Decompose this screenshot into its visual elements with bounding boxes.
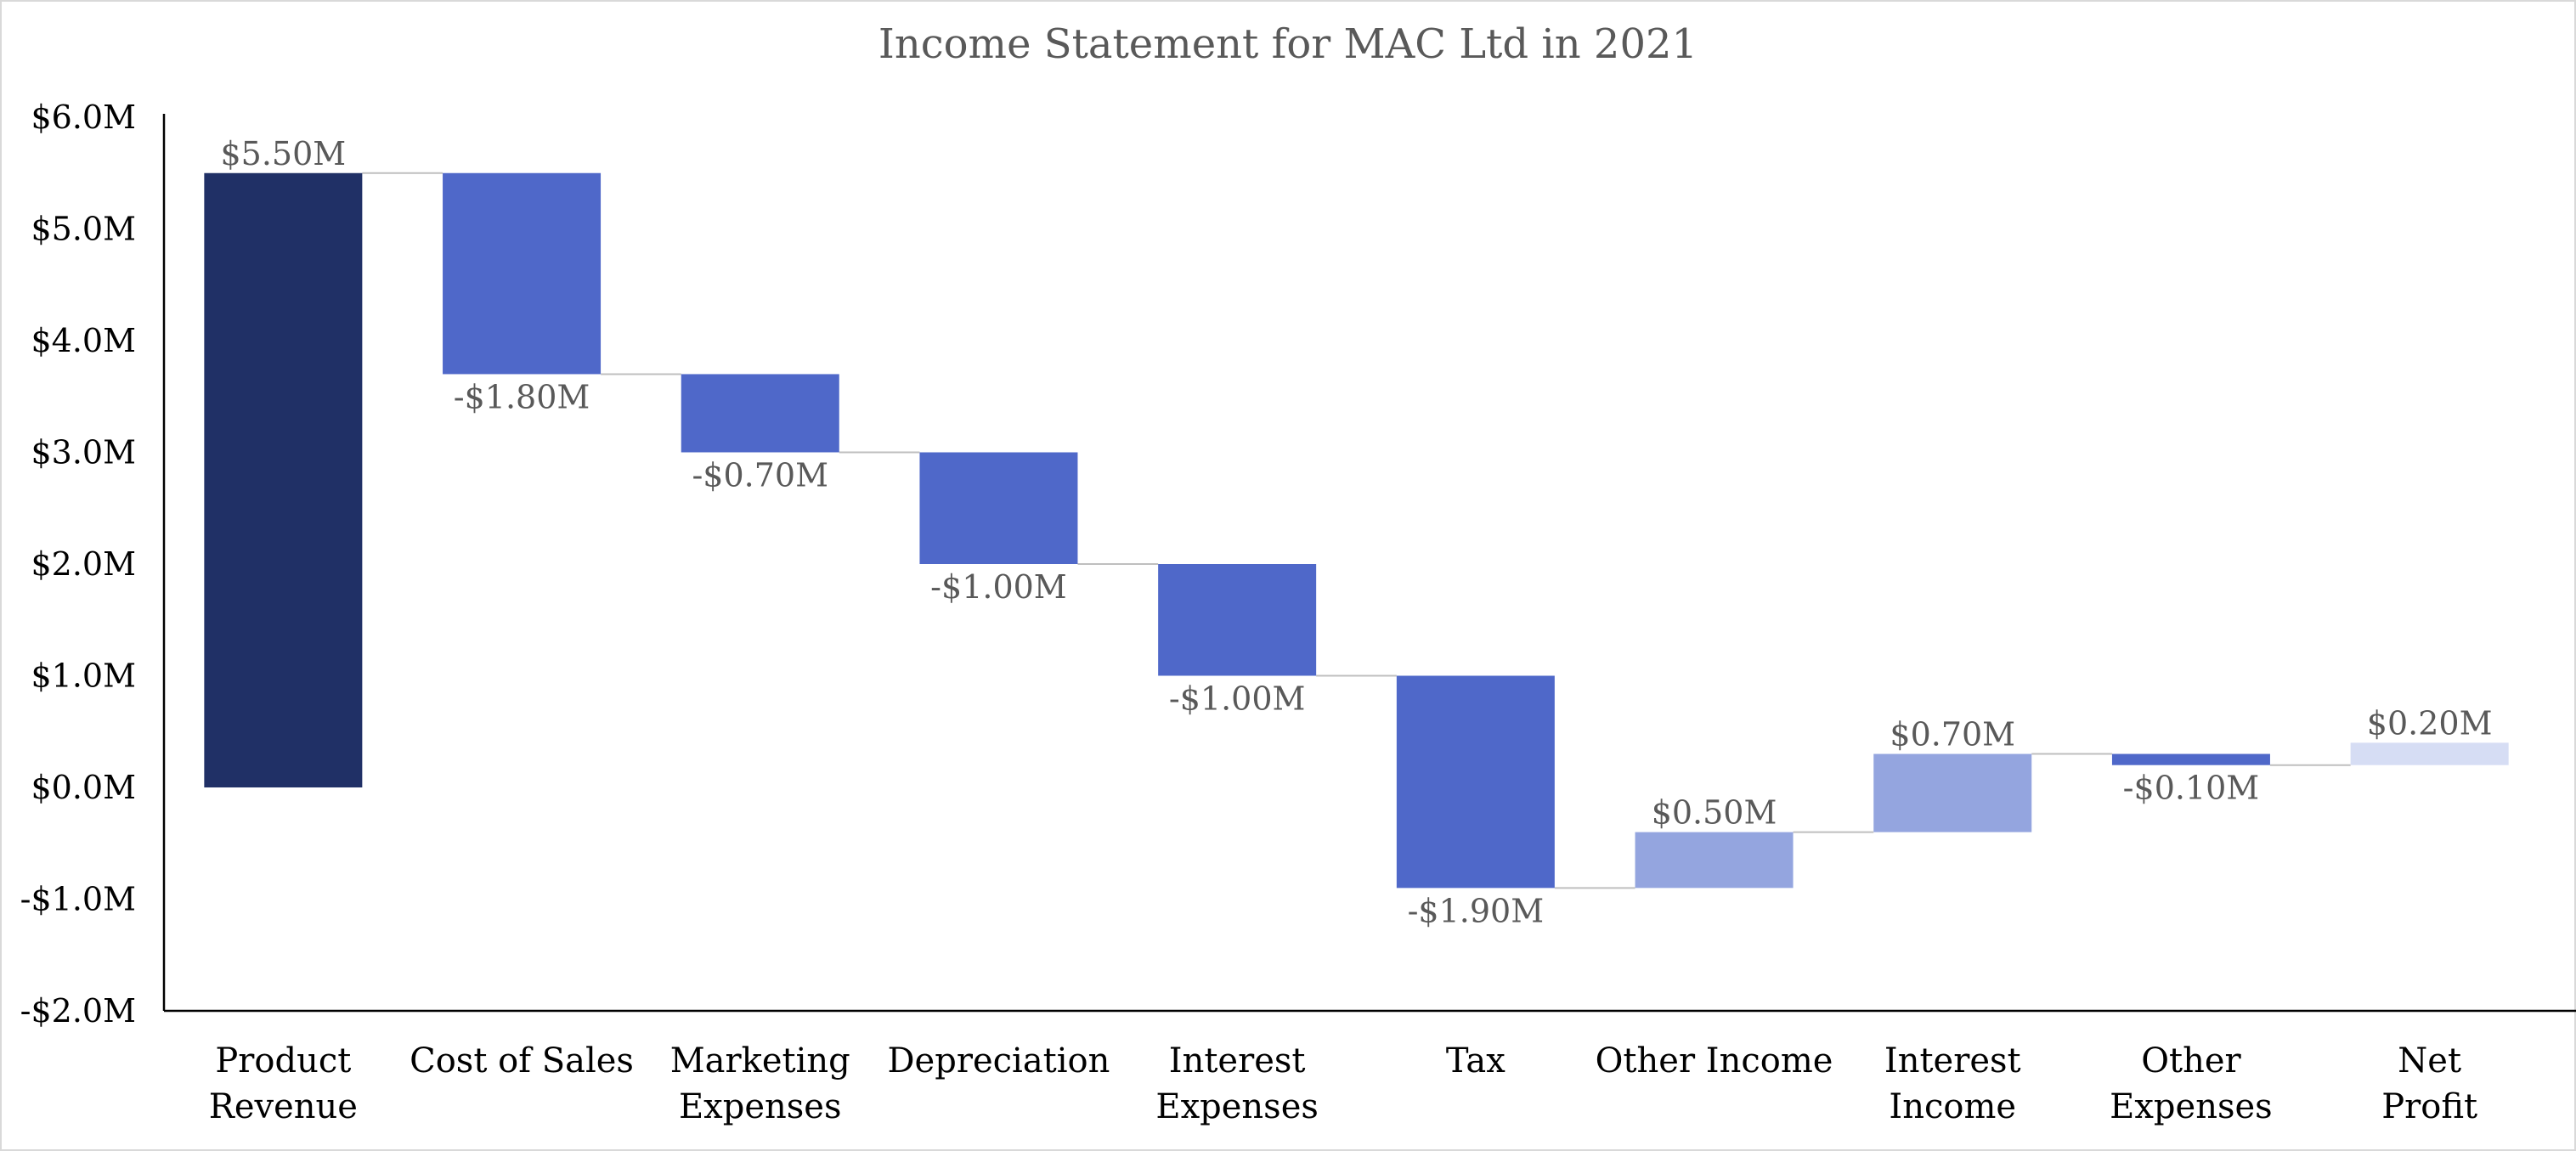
category-label-line: Cost of Sales [410, 1041, 634, 1080]
data-label: $0.20M [2367, 704, 2493, 742]
data-label: -$1.00M [930, 568, 1067, 606]
bar-decrease [919, 452, 1078, 564]
x-axis-category-labels: Product Revenue Cost of Sales Marketing Expe… [209, 1041, 2477, 1126]
bar-decrease [681, 374, 839, 453]
category-label: Tax [1446, 1041, 1505, 1080]
axes [162, 114, 2576, 1013]
y-tick-label: $0.0M [31, 769, 136, 806]
category-label: Marketing Expenses [670, 1041, 850, 1126]
category-label-line: Expenses [2110, 1087, 2273, 1126]
y-tick-label: $4.0M [31, 322, 136, 359]
category-label: Other Expenses [2110, 1041, 2273, 1126]
y-axis-tick-labels: $6.0M $5.0M $4.0M $3.0M $2.0M $1.0M $0.0M -$1.0… [20, 99, 136, 1030]
data-label: $0.70M [1890, 716, 2015, 753]
category-label-line: Interest [1884, 1041, 2021, 1080]
data-label: $5.50M [220, 135, 346, 172]
category-label: Product Revenue [209, 1041, 358, 1126]
y-tick-label: -$2.0M [20, 992, 136, 1030]
y-tick-label: $3.0M [31, 434, 136, 471]
category-label: Interest Income [1884, 1041, 2021, 1126]
category-label-line: Income [1889, 1087, 2016, 1126]
category-label-line: Product [215, 1041, 351, 1080]
bar-start [204, 172, 363, 787]
category-label: Other Income [1596, 1041, 1833, 1080]
category-label-line: Marketing [670, 1041, 850, 1080]
data-label: -$1.90M [1408, 892, 1545, 929]
bars [204, 172, 2509, 889]
data-labels: $5.50M -$1.80M -$0.70M -$1.00M -$1.00M -$1.90… [220, 135, 2492, 930]
y-tick-label: $6.0M [31, 99, 136, 136]
data-label: -$0.70M [692, 457, 828, 494]
category-label-line: Revenue [209, 1087, 358, 1126]
category-label-line: Tax [1446, 1041, 1505, 1080]
bar-decrease [2111, 753, 2270, 765]
bar-increase [1635, 832, 1794, 889]
category-label-line: Depreciation [887, 1041, 1110, 1080]
bar-decrease [443, 172, 602, 375]
y-tick-label: $1.0M [31, 657, 136, 695]
category-label: Interest Expenses [1155, 1041, 1319, 1126]
connector-lines [362, 172, 2351, 889]
y-tick-label: -$1.0M [20, 881, 136, 918]
category-label-line: Expenses [679, 1087, 842, 1126]
category-label: Net Profit [2381, 1041, 2477, 1126]
category-label: Depreciation [887, 1041, 1110, 1080]
bar-decrease [1396, 675, 1555, 889]
category-label-line: Other Income [1596, 1041, 1833, 1080]
y-tick-label: $5.0M [31, 211, 136, 248]
category-label-line: Profit [2381, 1087, 2477, 1126]
bar-increase [1873, 753, 2032, 832]
category-label: Cost of Sales [410, 1041, 634, 1080]
data-label: -$1.80M [454, 378, 590, 415]
y-tick-label: $2.0M [31, 545, 136, 583]
category-label-line: Expenses [1155, 1087, 1319, 1126]
data-label: -$1.00M [1169, 680, 1306, 718]
bar-total [2350, 742, 2509, 765]
data-label: -$0.10M [2123, 770, 2260, 807]
category-label-line: Other [2141, 1041, 2241, 1080]
bar-decrease [1158, 564, 1317, 676]
chart-title: Income Statement for MAC Ltd in 2021 [878, 20, 1698, 68]
category-label-line: Net [2398, 1041, 2461, 1080]
category-label-line: Interest [1169, 1041, 1306, 1080]
data-label: $0.50M [1652, 794, 1777, 832]
